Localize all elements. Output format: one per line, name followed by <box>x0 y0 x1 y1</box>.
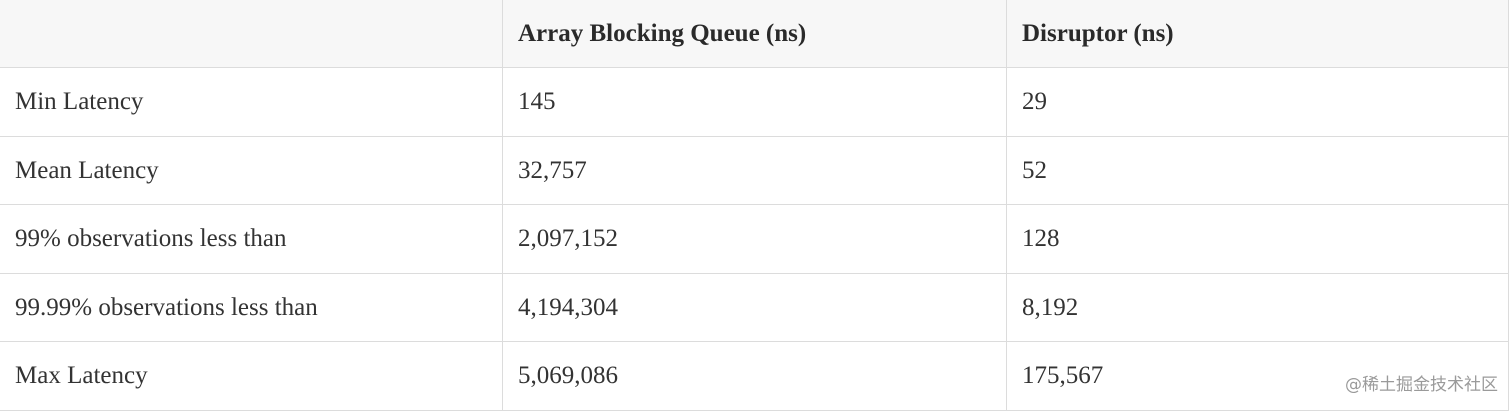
header-cell <box>0 0 503 68</box>
header-cell: Array Blocking Queue (ns) <box>503 0 1007 68</box>
table-cell: 32,757 <box>503 137 1007 205</box>
header-cell: Disruptor (ns) <box>1007 0 1509 68</box>
table-cell: 128 <box>1007 205 1509 274</box>
table-cell: 8,192 <box>1007 274 1509 342</box>
table-cell: Mean Latency <box>0 137 503 205</box>
table-cell: 29 <box>1007 68 1509 137</box>
table-cell: 2,097,152 <box>503 205 1007 274</box>
table-cell: Min Latency <box>0 68 503 137</box>
table-cell: 4,194,304 <box>503 274 1007 342</box>
table-cell: 99% observations less than <box>0 205 503 274</box>
table-cell: 52 <box>1007 137 1509 205</box>
table-cell: 99.99% observations less than <box>0 274 503 342</box>
watermark: @稀土掘金技术社区 <box>1345 375 1498 395</box>
table-cell: 5,069,086 <box>503 342 1007 411</box>
table-cell: Max Latency <box>0 342 503 411</box>
table-cell: 145 <box>503 68 1007 137</box>
